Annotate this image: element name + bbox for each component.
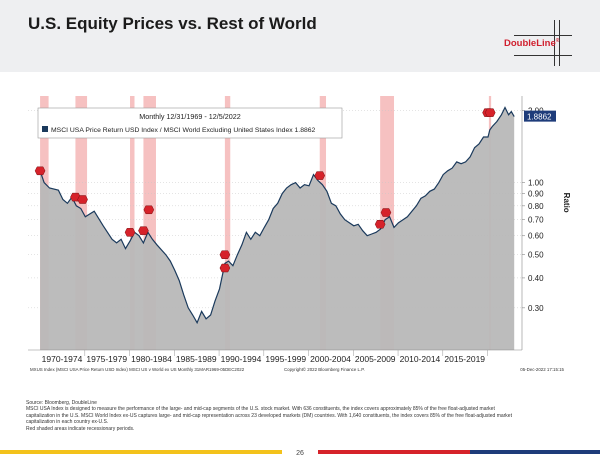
- y-tick-label-5: 0.60: [528, 232, 544, 241]
- footer-stripe-blue: [470, 450, 600, 454]
- logo-registered-mark: ®: [555, 38, 560, 44]
- recession-marker-3: [124, 228, 136, 237]
- bottom-note: MXUS Index (MSCI USA Price Return USD In…: [30, 367, 245, 372]
- recession-marker-0: [34, 166, 46, 176]
- recession-band-2: [130, 96, 135, 350]
- series-area-fill: [40, 107, 515, 350]
- note-line-4: Red shaded areas indicate recessionary p…: [26, 425, 135, 432]
- footer-stripe-red: [318, 450, 470, 454]
- x-tick-label-0: 1970-1974: [42, 354, 83, 364]
- page-title: U.S. Equity Prices vs. Rest of World: [28, 14, 317, 33]
- source-notes: Source: Bloomberg, DoubleLine MSCI USA I…: [26, 400, 586, 432]
- x-tick-label-2: 1980-1984: [131, 354, 172, 364]
- y-tick-label-2: 0.90: [528, 190, 544, 199]
- x-tick-label-7: 2005-2009: [355, 354, 396, 364]
- y-tick-label-1: 1.00: [528, 179, 544, 188]
- x-tick-label-9: 2015-2019: [444, 354, 485, 364]
- source-line: Source: Bloomberg, DoubleLine: [26, 400, 97, 406]
- recession-marker-6: [219, 250, 231, 259]
- footer-bar: [0, 450, 600, 454]
- x-tick-label-5: 1995-1999: [265, 354, 306, 364]
- x-tick-label-8: 2010-2014: [400, 354, 441, 364]
- page-number: 26: [296, 450, 304, 457]
- y-tick-label-4: 0.70: [528, 216, 544, 225]
- legend-swatch: [42, 126, 48, 132]
- recession-band-4: [224, 96, 231, 350]
- page-header: U.S. Equity Prices vs. Rest of World Dou…: [0, 0, 600, 72]
- y-tick-label-6: 0.50: [528, 251, 544, 260]
- x-tick-label-1: 1975-1979: [86, 354, 127, 364]
- y-tick-label-8: 0.30: [528, 304, 544, 313]
- series-area: [39, 106, 515, 350]
- recession-marker-2: [77, 195, 88, 204]
- legend-title: Monthly 12/31/1969 - 12/5/2022: [139, 112, 241, 121]
- y-tick-label-3: 0.80: [528, 202, 544, 211]
- recession-marker-12: [484, 108, 496, 117]
- recession-marker-7: [219, 263, 231, 273]
- footer-stripe-yellow: [0, 450, 282, 454]
- legend: Monthly 12/31/1969 - 12/5/2022 MSCI USA P…: [37, 107, 343, 139]
- last-value-tag: [524, 110, 556, 122]
- series-line: [39, 106, 515, 325]
- recession-marker-5: [143, 205, 155, 215]
- x-tick-label-4: 1990-1994: [221, 354, 262, 364]
- chart-container: 2.001.000.900.800.700.600.500.400.30Rati…: [26, 94, 572, 388]
- recession-marker-8: [314, 171, 326, 180]
- copyright-note: Copyright© 2022 Bloomberg Finance L.P.: [284, 367, 365, 372]
- axes: 2.001.000.900.800.700.600.500.400.30Rati…: [28, 96, 571, 372]
- note-line-3: capitalization in each country ex-U.S.: [26, 419, 109, 426]
- note-line-1: MSCI USA Index is designed to measure th…: [26, 406, 495, 413]
- recession-markers: [34, 108, 496, 273]
- note-line-2: capitalization in the U.S. MSCI World In…: [26, 412, 512, 419]
- y-axis-title: Ratio: [562, 193, 571, 213]
- x-tick-label-6: 2000-2004: [310, 354, 351, 364]
- y-tick-label-7: 0.40: [528, 274, 544, 283]
- recession-marker-10: [380, 208, 392, 217]
- x-tick-label-3: 1985-1989: [176, 354, 217, 364]
- logo-text: DoubleLine: [504, 38, 556, 50]
- doubleline-logo: DoubleLine®: [504, 20, 572, 68]
- timestamp-note: 05-Dec-2022 17:15:15: [520, 367, 564, 372]
- recession-marker-4: [138, 226, 149, 235]
- ratio-chart: 2.001.000.900.800.700.600.500.400.30Rati…: [28, 96, 571, 372]
- recession-marker-9: [374, 220, 386, 229]
- legend-box: [37, 107, 343, 139]
- legend-series-label: MSCI USA Price Return USD Index / MSCI W…: [51, 127, 316, 134]
- last-value-label: 1.8862: [527, 113, 552, 122]
